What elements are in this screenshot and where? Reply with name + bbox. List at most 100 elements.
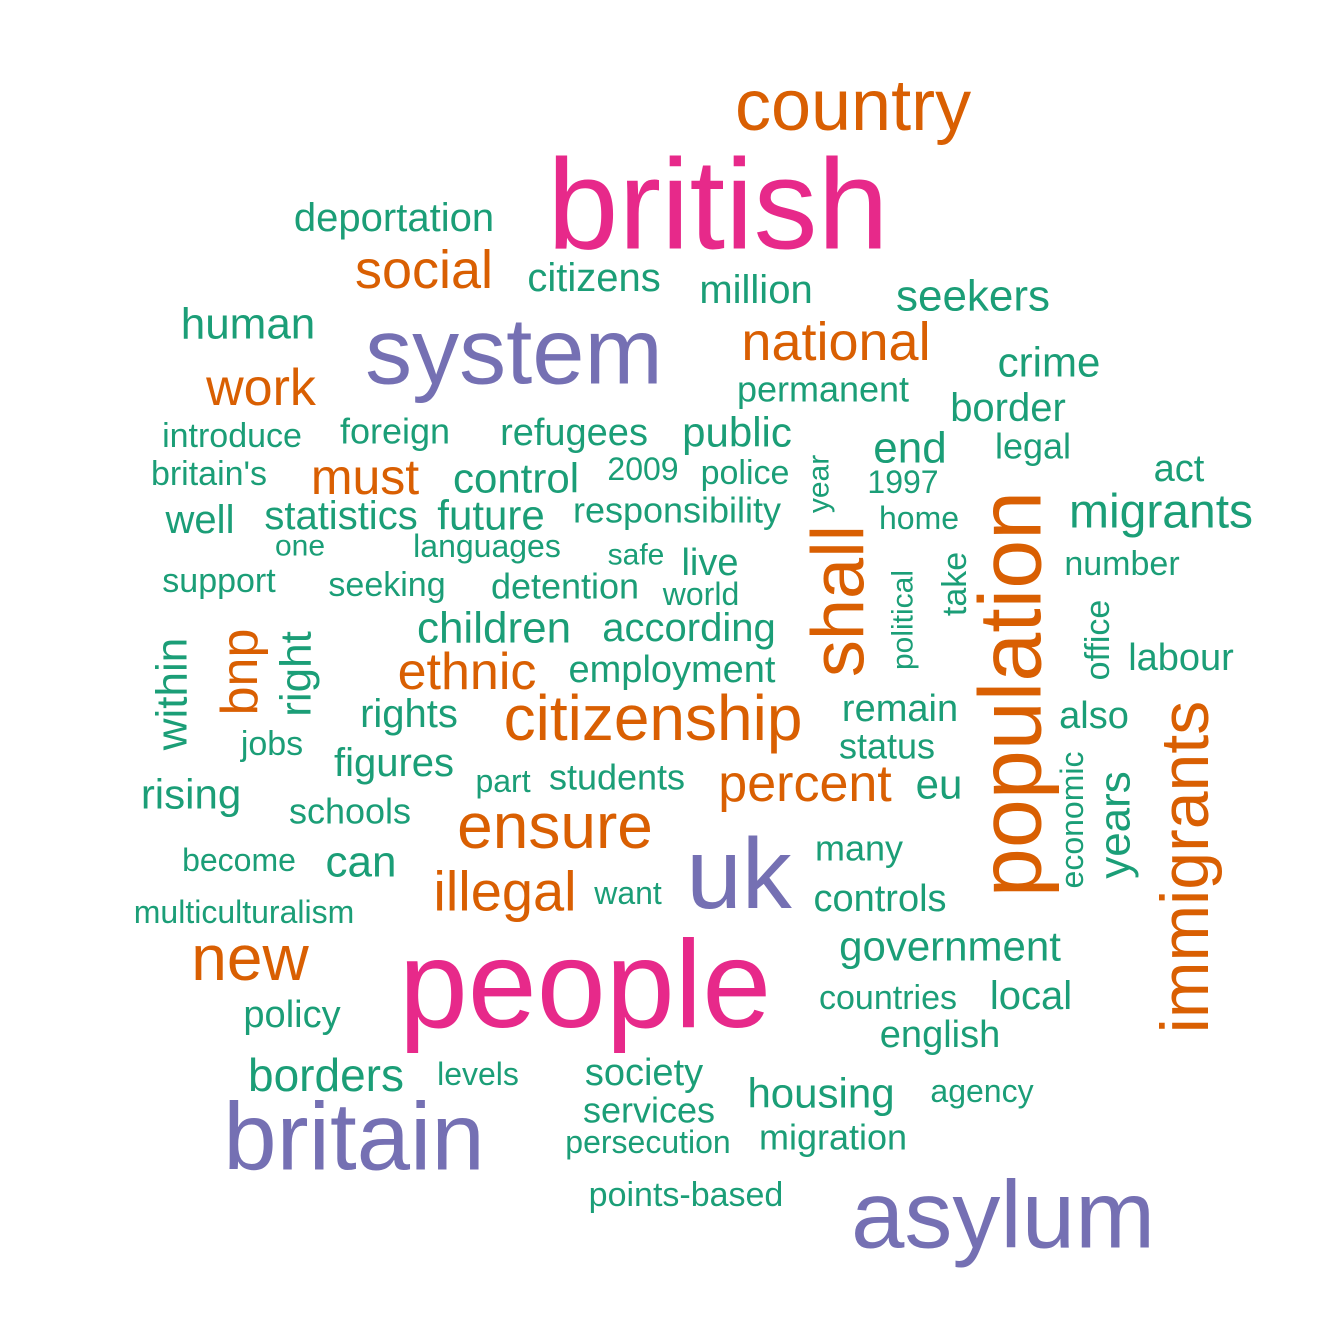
word-seekers: seekers <box>896 272 1050 321</box>
word-safe: safe <box>608 539 665 572</box>
word-border: border <box>950 386 1066 430</box>
word-public: public <box>682 409 792 456</box>
word-policy: policy <box>243 994 340 1036</box>
word-permanent: permanent <box>737 369 909 410</box>
word-million: million <box>699 268 812 312</box>
word-police: police <box>701 454 790 492</box>
word-office: office <box>1079 600 1117 681</box>
word-also: also <box>1059 695 1129 737</box>
word-status: status <box>839 726 935 767</box>
word-seeking: seeking <box>328 566 445 604</box>
word-want: want <box>593 875 662 911</box>
word-persecution: persecution <box>565 1124 730 1160</box>
word-live: live <box>681 542 738 584</box>
word-uk: uk <box>686 818 793 930</box>
word-asylum: asylum <box>851 1162 1155 1269</box>
word-employment: employment <box>569 649 776 691</box>
word-housing: housing <box>747 1070 894 1117</box>
word-children: children <box>417 604 571 653</box>
word-multiculturalism: multiculturalism <box>134 894 354 930</box>
word-britain-s: britain's <box>151 455 267 493</box>
word-work: work <box>205 359 317 417</box>
word-people: people <box>399 916 771 1054</box>
word-must: must <box>311 449 419 505</box>
word-human: human <box>181 300 316 349</box>
word-rights: rights <box>360 692 458 736</box>
word-english: english <box>880 1014 1000 1056</box>
word-system: system <box>365 299 663 404</box>
word-year: year <box>803 455 836 513</box>
word-rising: rising <box>141 771 241 818</box>
word-remain: remain <box>842 688 958 730</box>
word-social: social <box>355 240 493 300</box>
word-services: services <box>583 1090 715 1131</box>
word-responsibility: responsibility <box>573 490 781 531</box>
word-students: students <box>549 757 685 798</box>
word-citizenship: citizenship <box>504 682 803 754</box>
word-controls: controls <box>813 878 946 920</box>
word-home: home <box>879 500 959 536</box>
word-new: new <box>191 922 309 994</box>
word-society: society <box>585 1052 703 1094</box>
word-migrants: migrants <box>1069 486 1253 539</box>
word-take: take <box>936 552 974 616</box>
word-jobs: jobs <box>240 725 303 763</box>
word-years: years <box>1091 771 1140 879</box>
word-local: local <box>990 974 1072 1018</box>
word-country: country <box>735 66 971 146</box>
word-national: national <box>741 312 930 372</box>
word-foreign: foreign <box>340 411 450 452</box>
word-2009: 2009 <box>607 451 678 487</box>
word-agency: agency <box>930 1073 1033 1109</box>
word-statistics: statistics <box>264 494 417 538</box>
word-legal: legal <box>995 426 1071 467</box>
word-british: british <box>547 134 888 277</box>
word-citizens: citizens <box>527 256 660 300</box>
word-world: world <box>662 576 739 612</box>
word-eu: eu <box>916 761 963 808</box>
word-end: end <box>873 424 946 473</box>
word-refugees: refugees <box>500 412 648 454</box>
word-borders: borders <box>248 1049 404 1101</box>
word-within: within <box>148 638 197 752</box>
word-countries: countries <box>819 979 957 1017</box>
word-can: can <box>326 838 397 887</box>
word-detention: detention <box>491 566 639 607</box>
word-become: become <box>182 842 296 878</box>
word-immigrants: immigrants <box>1147 701 1223 1034</box>
word-1997: 1997 <box>867 464 938 500</box>
word-illegal: illegal <box>433 860 576 923</box>
word-points-based: points-based <box>589 1176 784 1214</box>
word-ethnic: ethnic <box>398 643 537 701</box>
word-ensure: ensure <box>457 790 653 862</box>
word-deportation: deportation <box>294 196 494 240</box>
word-britain: britain <box>223 1084 484 1191</box>
word-according: according <box>602 606 775 650</box>
word-political: political <box>887 570 920 670</box>
word-one: one <box>275 530 325 563</box>
word-figures: figures <box>334 741 454 785</box>
word-number: number <box>1064 545 1179 583</box>
word-schools: schools <box>289 791 411 832</box>
word-act: act <box>1154 448 1205 490</box>
word-control: control <box>453 455 579 502</box>
word-percent: percent <box>718 755 892 813</box>
word-well: well <box>165 498 235 542</box>
word-shall: shall <box>797 525 880 677</box>
word-support: support <box>162 562 276 600</box>
word-many: many <box>815 828 903 869</box>
word-languages: languages <box>413 528 561 564</box>
word-population: population <box>961 491 1060 897</box>
word-crime: crime <box>998 339 1101 386</box>
word-labour: labour <box>1128 637 1234 679</box>
word-bnp: bnp <box>211 629 269 716</box>
word-introduce: introduce <box>162 417 302 455</box>
word-government: government <box>839 923 1061 970</box>
word-migration: migration <box>759 1117 907 1158</box>
word-future: future <box>437 492 544 539</box>
word-economic: economic <box>1054 752 1090 889</box>
word-right: right <box>272 631 321 717</box>
word-levels: levels <box>437 1056 519 1092</box>
word-part: part <box>475 763 530 799</box>
